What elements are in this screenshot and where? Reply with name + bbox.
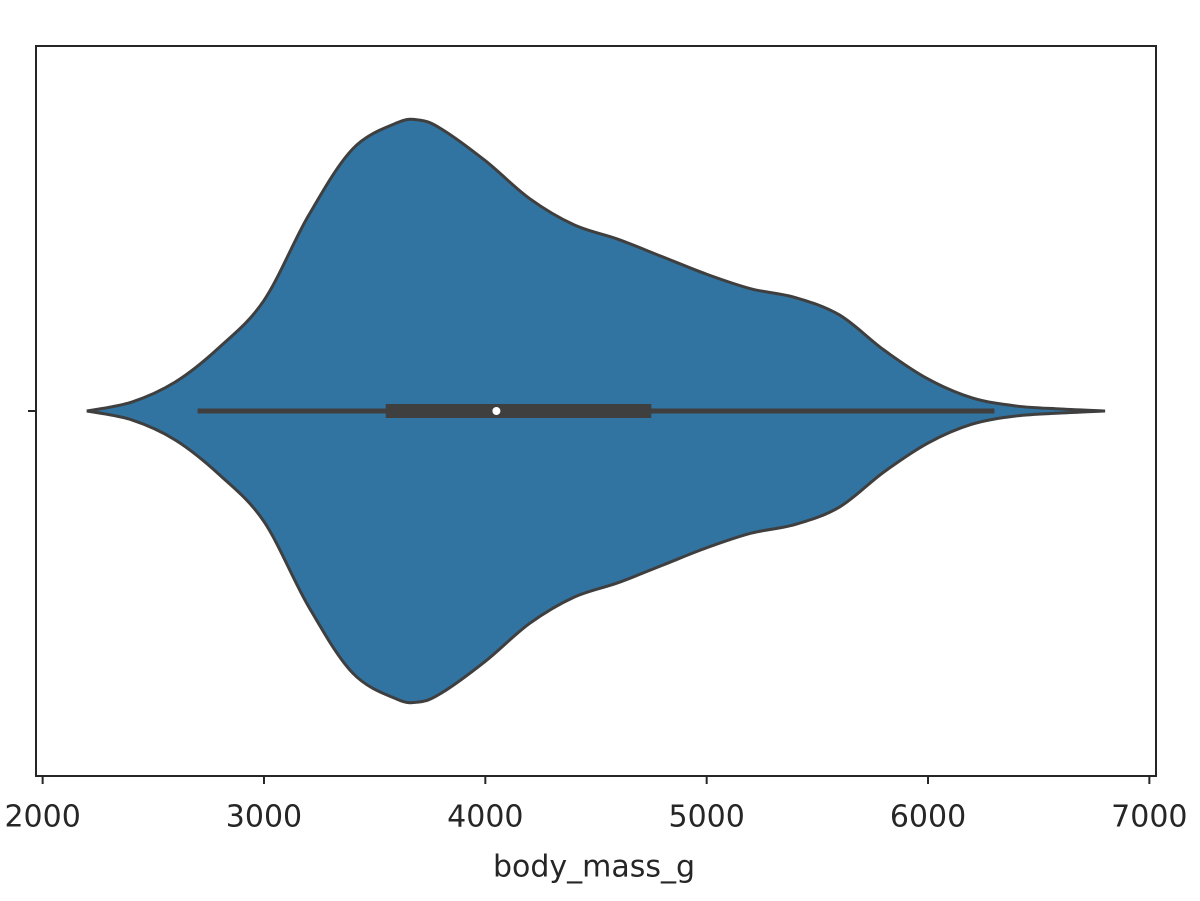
box (385, 404, 652, 418)
x-tick-label: 4000 (447, 800, 523, 835)
x-tick-label: 3000 (226, 800, 302, 835)
x-tick-label: 7000 (1111, 800, 1187, 835)
x-tick-label: 6000 (890, 800, 966, 835)
median (492, 407, 501, 415)
x-tick-label: 5000 (668, 800, 744, 835)
x-axis-label: body_mass_g (493, 850, 695, 885)
x-tick-label: 2000 (4, 800, 80, 835)
